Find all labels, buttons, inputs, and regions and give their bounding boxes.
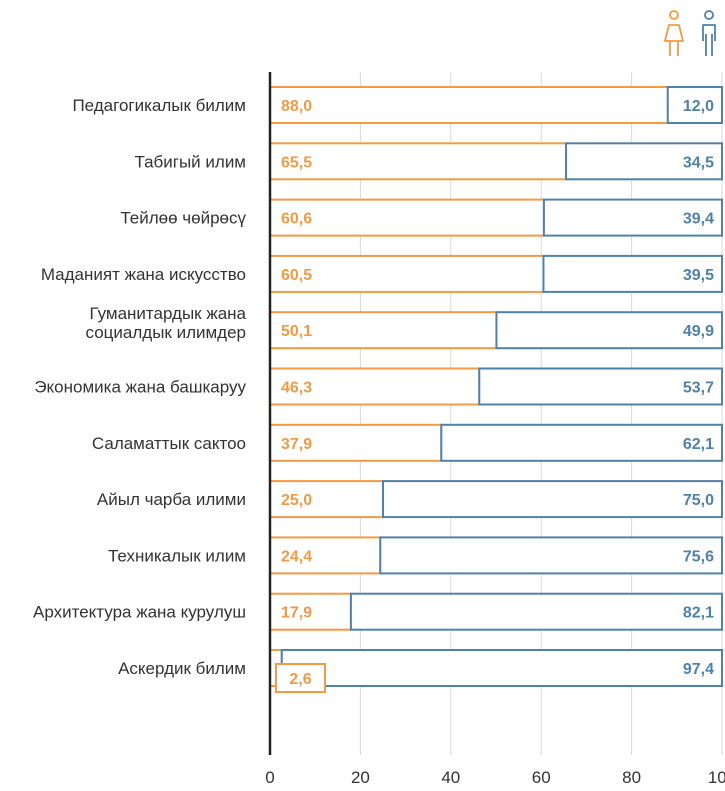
male-value-label: 62,1 <box>683 436 714 453</box>
category-label: Гуманитардык жана социалдык илимдер <box>86 304 247 342</box>
male-icon <box>702 10 716 56</box>
female-bar <box>269 311 498 350</box>
male-value-label: 97,4 <box>683 661 714 678</box>
category-label: Педагогикалык билим <box>72 96 246 115</box>
category-labels: Педагогикалык билим Табигый илим Тейлөө чө… <box>33 96 247 678</box>
female-value-label: 37,9 <box>281 436 312 453</box>
male-value-label: 75,6 <box>683 548 714 565</box>
male-bar <box>379 536 723 575</box>
female-bar <box>269 86 669 124</box>
male-value-label: 49,9 <box>683 323 714 340</box>
x-tick-label: 60 <box>532 768 551 787</box>
male-bar <box>280 649 723 687</box>
category-label: Тейлөө чөйрөсү <box>120 209 246 228</box>
male-value-label: 39,4 <box>683 211 714 228</box>
category-label: Архитектура жана курулуш <box>33 603 246 622</box>
category-label: Экономика жана башкаруу <box>34 378 246 397</box>
male-bar <box>440 423 723 462</box>
male-value-label: 82,1 <box>683 605 714 622</box>
category-label: Саламаттык сактоо <box>92 434 246 453</box>
male-bar <box>666 86 724 124</box>
x-tick-label: 0 <box>265 768 274 787</box>
legend <box>664 10 716 56</box>
female-value-label: 65,5 <box>281 154 312 171</box>
male-value-label: 53,7 <box>683 380 714 397</box>
male-bar <box>349 592 723 631</box>
category-label: Аскердик билим <box>118 659 246 678</box>
grid <box>359 72 723 755</box>
female-value-label: 46,3 <box>281 380 312 397</box>
x-tick-label: 40 <box>441 768 460 787</box>
female-value-label: 2,6 <box>289 671 311 688</box>
x-ticks: 0 20 40 60 80 100 <box>265 768 725 787</box>
category-label: Маданият жана искусство <box>41 265 246 284</box>
female-value-label: 50,1 <box>281 323 312 340</box>
female-value-label: 60,5 <box>281 267 312 284</box>
female-bar <box>269 254 545 293</box>
male-bar <box>478 367 723 406</box>
bars: 88,0 12,0 65,5 34,5 60,6 39,4 60,5 39,5 50,1 49,9… <box>269 86 724 693</box>
male-bar <box>542 198 723 237</box>
male-bar <box>565 142 723 181</box>
female-value-label: 88,0 <box>281 98 312 115</box>
female-bar <box>269 142 568 181</box>
female-value-label: 24,4 <box>281 548 312 565</box>
category-label: Техникалык илим <box>108 546 246 565</box>
category-label: Айыл чарба илими <box>97 490 246 509</box>
female-bar <box>269 198 545 237</box>
female-value-label: 17,9 <box>281 605 312 622</box>
female-icon <box>664 10 684 56</box>
male-value-label: 34,5 <box>683 154 714 171</box>
male-value-label: 75,0 <box>683 492 714 509</box>
female-value-label: 25,0 <box>281 492 312 509</box>
male-bar <box>382 480 723 519</box>
x-tick-label: 20 <box>351 768 370 787</box>
category-label: Табигый илим <box>134 152 246 171</box>
male-value-label: 12,0 <box>683 98 714 115</box>
x-tick-label: 100 <box>708 768 725 787</box>
x-tick-label: 80 <box>622 768 641 787</box>
female-bar <box>269 423 443 462</box>
male-value-label: 39,5 <box>683 267 714 284</box>
female-callout-box <box>275 663 326 693</box>
male-bar <box>542 254 724 293</box>
female-value-label: 60,6 <box>281 211 312 228</box>
male-bar <box>495 311 723 350</box>
